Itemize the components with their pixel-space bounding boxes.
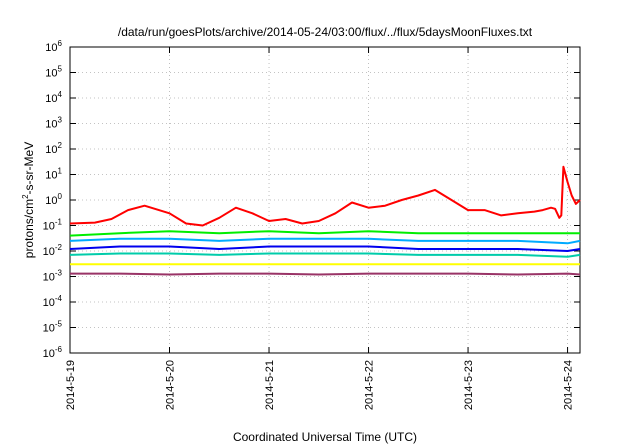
y-tick-exponent: 0: [58, 192, 63, 201]
y-axis-label-superscript: 2: [21, 194, 30, 199]
x-tick-label: 2014-5-20: [165, 360, 177, 410]
series-line: [69, 252, 581, 258]
y-tick-label: 10-2: [43, 243, 63, 258]
y-tick-label: 100: [45, 192, 62, 207]
y-tick-exponent: 3: [58, 116, 63, 125]
x-axis-ticks: 2014-5-19 2014-5-20 2014-5-21 2014-5-22 2014…: [65, 47, 575, 410]
series-lines: [69, 165, 581, 276]
x-axis-label: Coordinated Universal Time (UTC): [233, 430, 417, 444]
series-line: [69, 230, 580, 237]
y-tick-label: 102: [45, 141, 62, 156]
y-tick-exponent: -6: [55, 345, 63, 354]
y-tick-label: 106: [45, 39, 62, 54]
y-tick-exponent: -2: [55, 243, 63, 252]
y-tick-exponent: 5: [58, 65, 63, 74]
y-tick-exponent: 1: [58, 167, 63, 176]
y-tick-base: 10: [45, 144, 57, 156]
y-tick-exponent: 2: [58, 141, 63, 150]
y-tick-exponent: -5: [55, 320, 63, 329]
grid-lines: [70, 47, 580, 353]
y-tick-exponent: 6: [58, 39, 63, 48]
y-axis-ticks: 10-610-510-410-310-210-11001011021031041…: [43, 39, 580, 360]
y-tick-exponent: -3: [55, 269, 63, 278]
x-tick-label: 2014-5-24: [563, 360, 575, 410]
chart-title: /data/run/goesPlots/archive/2014-05-24/0…: [118, 25, 533, 39]
y-tick-label: 10-6: [43, 345, 63, 360]
y-tick-label: 10-3: [43, 269, 63, 284]
series-line: [69, 245, 581, 252]
y-axis-label-prefix: protons/cm: [22, 199, 36, 258]
x-tick-label: 2014-5-23: [463, 360, 475, 410]
y-tick-base: 10: [43, 272, 55, 284]
y-tick-label: 103: [45, 116, 62, 131]
series-line: [70, 272, 581, 276]
y-tick-label: 105: [45, 65, 62, 80]
y-tick-base: 10: [43, 348, 55, 360]
y-tick-exponent: 4: [58, 90, 63, 99]
y-tick-base: 10: [45, 119, 57, 131]
x-tick-label: 2014-5-21: [264, 360, 276, 410]
y-tick-base: 10: [43, 297, 55, 309]
y-tick-base: 10: [45, 42, 57, 54]
y-tick-label: 104: [45, 90, 62, 105]
y-tick-base: 10: [43, 323, 55, 335]
y-axis-label-suffix: -s-sr-MeV: [22, 142, 36, 195]
y-tick-label: 10-1: [43, 218, 63, 233]
y-tick-base: 10: [45, 170, 57, 182]
y-tick-base: 10: [45, 195, 57, 207]
y-tick-label: 10-5: [43, 320, 63, 335]
y-tick-label: 101: [45, 167, 62, 182]
x-tick-label: 2014-5-19: [65, 360, 77, 410]
y-tick-base: 10: [43, 246, 55, 258]
y-tick-exponent: -4: [55, 294, 63, 303]
y-tick-base: 10: [45, 93, 57, 105]
y-tick-exponent: -1: [55, 218, 63, 227]
y-tick-base: 10: [43, 221, 55, 233]
y-tick-label: 10-4: [43, 294, 63, 309]
series-line: [69, 237, 581, 245]
y-tick-base: 10: [45, 68, 57, 80]
y-axis-label: protons/cm2-s-sr-MeV: [21, 142, 36, 258]
x-tick-label: 2014-5-22: [364, 360, 376, 410]
series-line: [69, 165, 581, 227]
